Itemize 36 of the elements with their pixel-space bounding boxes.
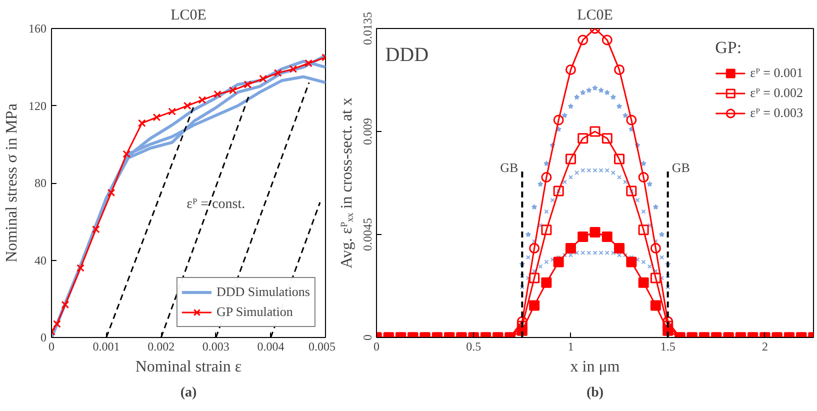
x-tick-label: 1.5: [660, 340, 676, 354]
legend-title: GP:: [715, 38, 743, 58]
text: (b): [586, 386, 604, 400]
y-tick-label: 0: [40, 330, 46, 344]
x-tick-label: 0.004: [257, 340, 284, 354]
x-tick-label: 0.002: [148, 340, 175, 354]
x-tick-label: 1: [568, 340, 574, 354]
chart-title: LC0E: [170, 8, 206, 24]
y-axis-title: Nominal stress σ in MPa: [4, 104, 20, 262]
y-tick-label: 40: [34, 253, 46, 268]
x-tick-label: 0.003: [202, 340, 230, 354]
y-axis-title: Avg. εᴾₓₓ in cross-sect. at x: [338, 98, 356, 268]
ref-line-label: GB: [500, 160, 518, 176]
legend-label: GP Simulation: [216, 304, 293, 320]
ref-line-label: GB: [672, 160, 690, 176]
x-axis-title: Nominal strain ε: [135, 358, 242, 376]
y-tick-label: 120: [28, 98, 46, 113]
legend-label: εᴾ = 0.002: [750, 85, 803, 101]
x-tick-label: 0.005: [308, 340, 336, 354]
x-tick-label: 0.5: [466, 340, 482, 354]
chart-title: LC0E: [577, 8, 613, 24]
legend-label: εᴾ = 0.003: [750, 105, 803, 121]
text: (a): [180, 386, 197, 400]
y-tick-label: 0: [360, 334, 374, 340]
y-tick-label: 80: [34, 176, 46, 190]
legend-label: DDD Simulations: [216, 284, 310, 300]
annotation: DDD: [385, 44, 429, 66]
y-tick-label: 0.0045: [360, 218, 374, 251]
x-tick-label: 2: [762, 340, 768, 354]
x-tick-label: 0.001: [92, 340, 120, 354]
annotation: εᴾ = const.: [186, 197, 246, 212]
x-axis-title: x in μm: [570, 358, 620, 376]
y-tick-label: 160: [28, 22, 46, 36]
y-tick-label: 0.0135: [360, 12, 374, 45]
y-tick-label: 0.009: [360, 118, 374, 145]
legend-label: εᴾ = 0.001: [750, 65, 803, 81]
